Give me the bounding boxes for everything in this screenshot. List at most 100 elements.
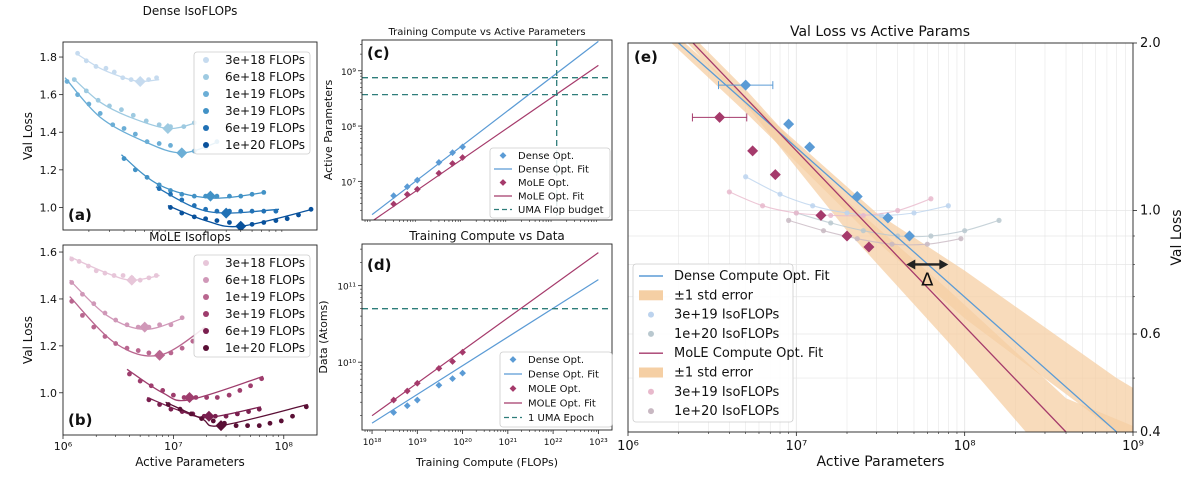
x-tick-label-d: 10²⁰ [453, 438, 472, 448]
isoflop-point-e-2 [810, 203, 816, 209]
legend-marker-e-3 [648, 330, 654, 337]
legend-marker-d-2 [509, 385, 517, 392]
optimum-marker-a-1 [162, 122, 174, 134]
data-point-b-5 [233, 423, 239, 429]
data-point-b-1 [135, 324, 141, 330]
legend-label-a-3: 3e+19 FLOPs [225, 104, 305, 118]
legend-label-c-2: MoLE Opt. [518, 178, 569, 189]
data-point-b-0 [102, 270, 108, 276]
optimum-point-d-0 [459, 369, 466, 377]
legend-label-c-3: MoLE Opt. Fit [518, 192, 584, 203]
data-point-a-1 [107, 103, 112, 109]
optimum-marker-b-0 [126, 274, 138, 286]
data-point-a-5 [308, 206, 314, 212]
fit-line-d-1 [371, 279, 599, 424]
data-point-a-3 [121, 156, 127, 161]
optimum-marker-e-9 [747, 145, 759, 157]
fit-curve-a-5 [167, 204, 313, 228]
data-point-b-0 [120, 273, 126, 278]
data-point-b-3 [127, 371, 132, 377]
data-point-b-4 [157, 402, 162, 407]
y-tick-label-a: 1.8 [40, 51, 58, 64]
fit-line-e-4 [692, 43, 1067, 432]
isoflop-point-e-6 [726, 189, 732, 195]
fit-line-e-0 [677, 43, 1118, 432]
optimum-marker-e-9 [769, 169, 781, 181]
axes-frame-d [361, 243, 613, 431]
legend-label-e-2: 3e+19 IsoFLOPs [674, 308, 779, 323]
error-band-e-5 [687, 43, 1133, 432]
isoflop-point-e-7 [820, 228, 827, 234]
isoflop-point-e-7 [958, 236, 964, 242]
x-tick-label-d: 10¹⁹ [408, 438, 427, 448]
data-point-b-2 [146, 350, 152, 356]
isoflop-point-e-6 [860, 212, 866, 219]
legend-label-e-5: ±1 std error [674, 366, 754, 381]
x-tick-label-b: 10⁸ [275, 440, 294, 453]
data-point-a-2 [144, 139, 150, 145]
data-point-a-0 [103, 65, 109, 71]
legend-marker-e-6 [648, 388, 654, 395]
optimum-marker-e-8 [740, 79, 752, 91]
data-point-a-3 [144, 174, 150, 180]
chart-title-b: MoLE Isoflops [149, 230, 231, 244]
data-point-b-2 [168, 350, 174, 356]
optimum-point-c-2 [435, 169, 443, 177]
delta-annotation: Δ [921, 269, 934, 290]
data-point-b-3 [204, 395, 210, 400]
legend-label-e-7: 1e+20 IsoFLOPs [674, 404, 779, 419]
optimum-point-c-2 [390, 200, 398, 208]
legend-marker-a-0 [203, 57, 209, 63]
optimum-point-c-2 [459, 154, 466, 161]
panel-label-b: (b) [68, 411, 92, 429]
data-point-b-3 [259, 376, 265, 382]
data-point-a-0 [111, 69, 117, 75]
optimum-marker-e-9 [815, 209, 827, 221]
x-axis-label-e: Active Parameters [817, 454, 945, 470]
optimum-marker-b-1 [139, 321, 151, 333]
data-point-a-4 [214, 208, 220, 214]
data-point-b-4 [223, 413, 229, 419]
data-point-b-4 [246, 409, 251, 414]
y-tick-label-e: 0.4 [1140, 425, 1161, 440]
data-point-a-5 [214, 218, 220, 224]
isoflop-point-e-7 [786, 217, 792, 223]
isoflop-point-e-3 [860, 228, 866, 234]
data-point-b-2 [80, 312, 85, 318]
legend-label-b-2: 1e+19 FLOPs [225, 290, 305, 304]
x-tick-label-e: 10⁹ [1122, 439, 1144, 454]
legend-label-e-3: 1e+20 IsoFLOPs [674, 327, 779, 342]
optimum-marker-b-2 [154, 349, 166, 361]
legend-label-b-1: 6e+18 FLOPs [225, 273, 305, 287]
data-point-b-1 [102, 310, 108, 316]
optimum-point-d-0 [435, 381, 443, 389]
isoflop-point-e-7 [889, 241, 895, 247]
isoflop-point-e-2 [911, 210, 917, 216]
legend-marker-b-3 [203, 311, 209, 317]
y-tick-label-d: 10¹⁰ [337, 359, 356, 369]
data-point-b-1 [80, 291, 85, 297]
x-tick-label-d: 10¹⁸ [363, 438, 382, 448]
panel-c: 10⁷ 10⁸ 10⁹ Training Compute vs Active Para… [322, 27, 613, 222]
data-point-b-4 [146, 397, 152, 403]
plot-layer-d [362, 252, 612, 424]
legend-marker-b-1 [203, 277, 209, 283]
legend-marker-a-2 [203, 91, 209, 97]
data-point-b-3 [237, 388, 243, 393]
data-point-b-2 [91, 324, 97, 330]
optimum-point-d-2 [459, 348, 466, 356]
data-point-a-1 [130, 112, 136, 118]
legend-marker-c-0 [499, 152, 507, 159]
fit-curve-b-3 [126, 368, 264, 402]
optimum-point-d-0 [449, 375, 456, 383]
x-axis-label-b: Active Parameters [135, 455, 245, 469]
x-tick-label-b: 10⁷ [164, 440, 182, 453]
optimum-marker-b-4 [203, 410, 215, 422]
data-point-b-1 [124, 322, 130, 328]
y-tick-label-b: 1.2 [40, 340, 58, 353]
legend-label-d-3: MOLE Opt. Fit [528, 399, 596, 410]
legend-label-b-3: 3e+19 FLOPs [225, 307, 305, 321]
data-point-b-4 [256, 406, 262, 412]
legend-label-b-5: 1e+20 FLOPs [225, 341, 305, 355]
